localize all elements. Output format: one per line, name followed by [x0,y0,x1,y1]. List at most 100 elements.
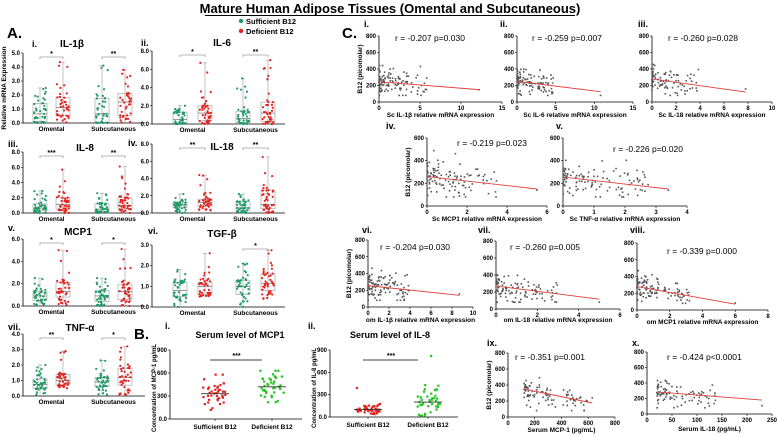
data-point [97,290,100,294]
data-point [261,293,264,296]
data-point [370,279,373,282]
data-point [266,103,270,107]
data-point [686,292,688,294]
data-point [656,399,659,402]
data-point [567,168,570,171]
data-point [44,288,47,291]
data-point [669,396,672,398]
regression-line [516,80,601,93]
data-point [36,374,39,377]
box-sufficient [32,363,48,396]
data-point [34,206,37,209]
data-point [237,265,240,268]
correlation-stats: r = -0.259 p=0.007 [532,33,602,43]
data-point [595,188,598,191]
data-point [448,171,451,173]
data-point [35,388,38,391]
data-point [207,277,210,280]
data-point [63,211,66,215]
data-point [404,291,407,294]
data-point [387,288,390,290]
x-tick-label: 3 [654,210,658,216]
data-point [620,188,622,190]
data-point [120,383,123,386]
data-point [538,384,541,386]
y-tick-label: 800 [634,350,645,356]
data-point [386,287,388,289]
data-point [562,168,564,171]
data-point [67,199,70,202]
y-tick-label: 0.0 [319,415,328,421]
data-point [426,169,429,172]
data-point [274,375,277,378]
data-point [367,284,370,286]
x-tick-label: 200 [742,418,753,424]
data-point [424,88,427,91]
data-point [652,67,655,70]
data-point [263,286,266,289]
data-point [380,90,383,92]
data-point [483,173,486,176]
data-point [594,196,597,198]
data-point [499,295,502,298]
data-point [259,394,263,397]
data-point [671,397,673,399]
x-tick-label: 100 [692,418,703,424]
data-point [398,94,401,97]
data-point [105,393,109,396]
data-point [435,191,438,193]
data-point [502,287,504,290]
data-point [378,86,381,89]
data-point [486,179,488,182]
data-point [521,79,524,82]
x-tick-label: 0 [494,313,498,319]
data-point [127,193,130,196]
data-point [651,287,653,290]
y-tick-label: 400 [504,67,515,73]
data-point [534,290,537,293]
data-point [602,170,605,173]
data-point [63,118,66,121]
data-point [520,68,522,71]
data-point [221,373,224,376]
data-point [387,89,389,92]
data-point [656,379,659,382]
data-point [393,282,396,284]
data-point [219,383,222,387]
data-point [572,399,575,402]
data-point [181,120,184,124]
data-point [599,94,602,97]
data-point [434,394,437,397]
x-tick-label: 6 [618,313,622,319]
data-point [104,281,107,284]
data-point [60,199,63,203]
data-point [174,209,177,212]
data-point [43,104,46,107]
data-point [201,174,205,177]
data-point [129,97,133,100]
data-point [516,72,519,75]
data-point [598,301,601,303]
data-point [636,299,638,301]
data-point [239,195,242,199]
data-point [582,177,585,179]
data-point [685,394,688,396]
data-point [44,86,47,90]
data-point [524,294,526,296]
data-point [99,294,102,297]
data-point [435,389,438,392]
data-point [578,174,581,177]
data-point [66,281,69,284]
data-point [63,383,66,386]
data-point [707,402,710,405]
data-point [428,161,431,164]
data-point [405,72,408,75]
data-point [62,384,65,387]
panel-number: vi. [362,225,372,235]
data-point [264,172,267,175]
data-point [128,366,131,370]
data-point [95,93,98,96]
data-point [378,78,381,80]
data-point [43,117,46,120]
data-point [679,296,681,299]
